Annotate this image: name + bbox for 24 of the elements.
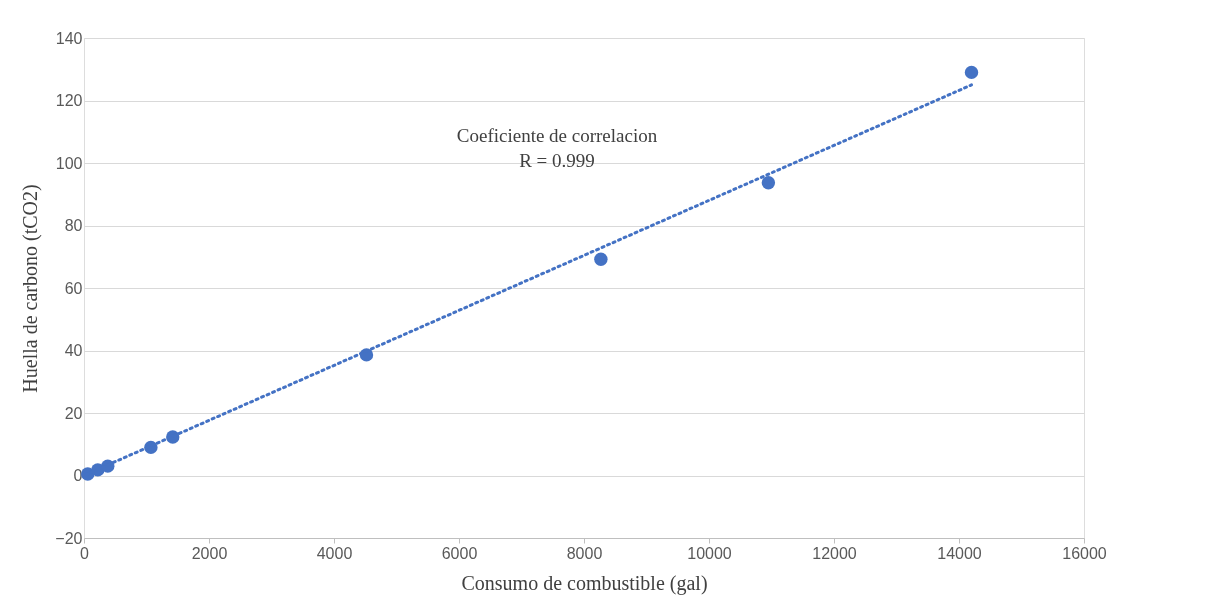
x-tick-label: 4000: [316, 544, 353, 562]
point: [594, 252, 608, 266]
y-tick-label: 60: [64, 279, 83, 297]
y-tick-label: 80: [64, 217, 83, 234]
y-tick-label: 0: [73, 467, 83, 484]
x-tick-label: 16000: [1062, 544, 1107, 562]
y-tick-label: 100: [55, 154, 83, 172]
point: [761, 175, 776, 190]
y-tick-label: 20: [64, 404, 83, 422]
y-tick-label: 140: [55, 29, 83, 47]
y-tick-label: 40: [64, 342, 83, 359]
x-tick-label: 6000: [441, 544, 478, 562]
x-tick-label: 2000: [191, 544, 228, 562]
x-tick-label: 14000: [937, 544, 982, 562]
x-tick-label: 12000: [812, 544, 857, 562]
annotation: R = 0.999: [519, 150, 595, 171]
y-axis-title: Huella de carbono (tCO2): [19, 184, 43, 393]
y-tick-label: 120: [55, 92, 83, 109]
x-tick-label: 10000: [687, 544, 732, 562]
point: [964, 65, 979, 80]
x-tick-label: 8000: [566, 544, 603, 562]
y-tick-label: −20: [55, 529, 83, 547]
annotation: Coeficiente de correlacion: [456, 125, 658, 146]
x-axis-title: Consumo de combustible (gal): [461, 571, 708, 595]
